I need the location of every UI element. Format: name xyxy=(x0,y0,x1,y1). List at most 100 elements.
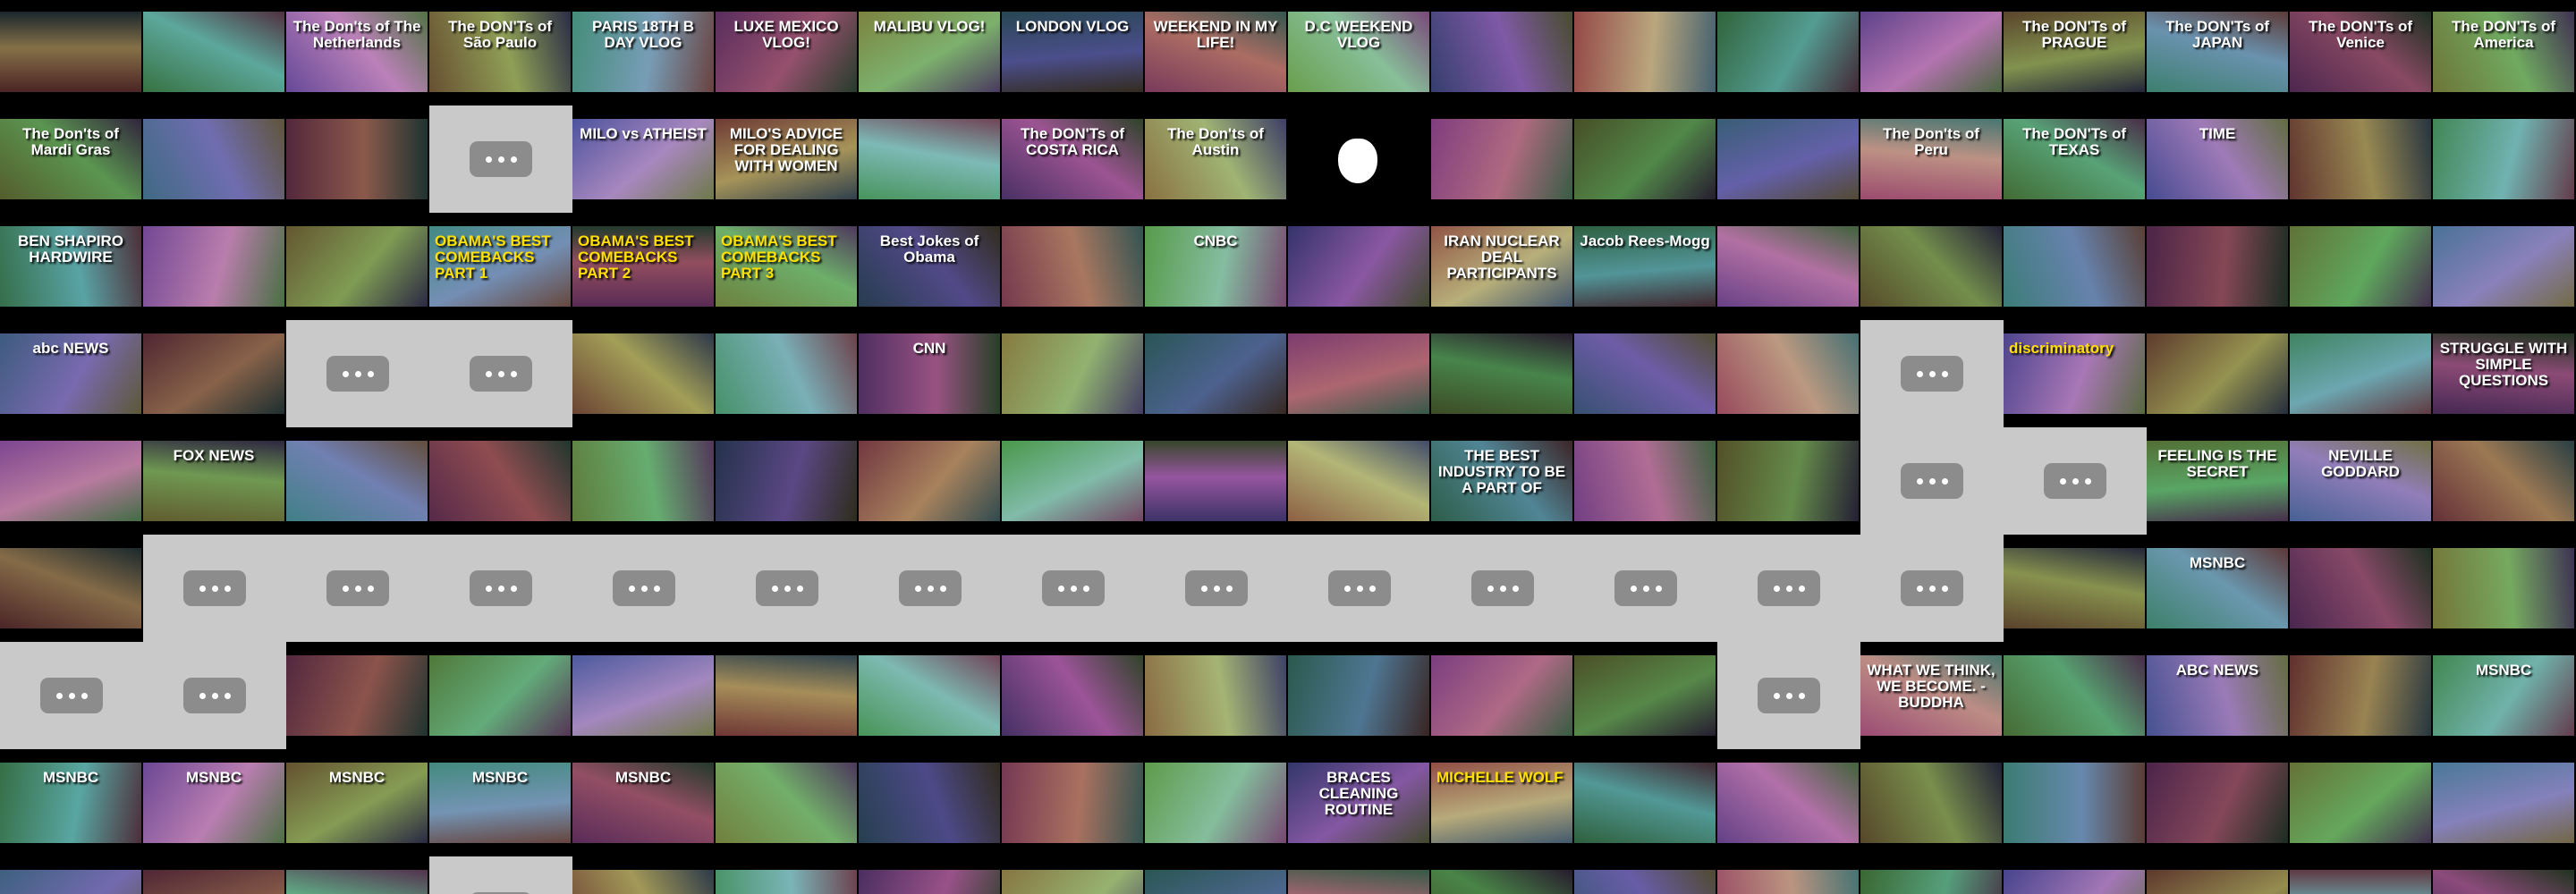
video-thumbnail[interactable] xyxy=(572,870,714,894)
video-thumbnail[interactable] xyxy=(2433,226,2574,307)
video-thumbnail[interactable] xyxy=(1717,226,1859,307)
video-thumbnail[interactable] xyxy=(2433,548,2574,628)
video-thumbnail[interactable]: OBAMA'S BEST COMEBACKS PART 3 xyxy=(716,226,857,307)
video-thumbnail[interactable] xyxy=(1860,12,2002,92)
video-thumbnail[interactable] xyxy=(0,548,141,628)
video-thumbnail[interactable] xyxy=(1431,119,1572,199)
video-thumbnail[interactable] xyxy=(143,12,284,92)
video-thumbnail[interactable]: MSNBC xyxy=(429,763,571,843)
loading-thumbnail[interactable] xyxy=(1431,535,1574,642)
video-thumbnail[interactable] xyxy=(1002,333,1143,414)
video-thumbnail[interactable] xyxy=(859,870,1000,894)
video-thumbnail[interactable] xyxy=(1288,870,1429,894)
video-thumbnail[interactable] xyxy=(1574,119,1716,199)
video-thumbnail[interactable]: abc NEWS xyxy=(0,333,141,414)
video-thumbnail[interactable] xyxy=(1288,333,1429,414)
video-thumbnail[interactable] xyxy=(2004,655,2145,736)
video-thumbnail[interactable] xyxy=(2290,119,2431,199)
video-thumbnail[interactable] xyxy=(2147,870,2288,894)
video-thumbnail[interactable]: The DON'Ts of TEXAS xyxy=(2004,119,2145,199)
video-thumbnail[interactable]: LONDON VLOG xyxy=(1002,12,1143,92)
video-thumbnail[interactable]: WHAT WE THINK, WE BECOME. -BUDDHA xyxy=(1860,655,2002,736)
loading-thumbnail[interactable] xyxy=(1574,535,1717,642)
video-thumbnail[interactable] xyxy=(2004,870,2145,894)
video-thumbnail[interactable]: MALIBU VLOG! xyxy=(859,12,1000,92)
video-thumbnail[interactable] xyxy=(716,870,857,894)
video-thumbnail[interactable] xyxy=(716,441,857,521)
video-thumbnail[interactable] xyxy=(143,226,284,307)
video-thumbnail[interactable] xyxy=(716,333,857,414)
video-thumbnail[interactable] xyxy=(1002,870,1143,894)
video-thumbnail[interactable] xyxy=(1574,655,1716,736)
video-thumbnail[interactable] xyxy=(1145,441,1286,521)
video-thumbnail[interactable] xyxy=(1002,441,1143,521)
video-thumbnail[interactable] xyxy=(143,119,284,199)
video-thumbnail[interactable]: MSNBC xyxy=(286,763,428,843)
video-thumbnail[interactable] xyxy=(859,763,1000,843)
video-thumbnail[interactable] xyxy=(1717,763,1859,843)
video-thumbnail[interactable] xyxy=(1145,763,1286,843)
video-thumbnail[interactable]: MILO'S ADVICE FOR DEALING WITH WOMEN xyxy=(716,119,857,199)
loading-thumbnail[interactable] xyxy=(1002,535,1145,642)
video-thumbnail[interactable]: BEN SHAPIRO HARDWIRE xyxy=(0,226,141,307)
loading-thumbnail[interactable] xyxy=(429,320,572,427)
video-thumbnail[interactable] xyxy=(1574,333,1716,414)
video-thumbnail[interactable] xyxy=(1288,119,1429,199)
video-thumbnail[interactable] xyxy=(572,655,714,736)
video-thumbnail[interactable]: MSNBC xyxy=(143,763,284,843)
video-thumbnail[interactable] xyxy=(2004,763,2145,843)
video-thumbnail[interactable]: TIME xyxy=(2147,119,2288,199)
video-thumbnail[interactable] xyxy=(429,441,571,521)
loading-thumbnail[interactable] xyxy=(1145,535,1288,642)
loading-thumbnail[interactable] xyxy=(1860,320,2004,427)
video-thumbnail[interactable] xyxy=(1288,226,1429,307)
video-thumbnail[interactable] xyxy=(0,441,141,521)
video-thumbnail[interactable]: discriminatory xyxy=(2004,333,2145,414)
video-thumbnail[interactable]: The Don'ts of Austin xyxy=(1145,119,1286,199)
video-thumbnail[interactable] xyxy=(2290,870,2431,894)
video-thumbnail[interactable] xyxy=(1717,119,1859,199)
video-thumbnail[interactable] xyxy=(1431,12,1572,92)
video-thumbnail[interactable]: FOX NEWS xyxy=(143,441,284,521)
video-thumbnail[interactable] xyxy=(2004,226,2145,307)
video-thumbnail[interactable]: WEEKEND IN MY LIFE! xyxy=(1145,12,1286,92)
video-thumbnail[interactable] xyxy=(1717,12,1859,92)
video-thumbnail[interactable]: OBAMA'S BEST COMEBACKS PART 1 xyxy=(429,226,571,307)
video-thumbnail[interactable] xyxy=(1574,441,1716,521)
video-thumbnail[interactable] xyxy=(2004,548,2145,628)
video-thumbnail[interactable] xyxy=(1431,870,1572,894)
loading-thumbnail[interactable] xyxy=(572,535,716,642)
video-thumbnail[interactable] xyxy=(286,655,428,736)
video-thumbnail[interactable]: ABC NEWS xyxy=(2147,655,2288,736)
video-thumbnail[interactable] xyxy=(2147,333,2288,414)
loading-thumbnail[interactable] xyxy=(429,535,572,642)
video-thumbnail[interactable] xyxy=(2433,870,2574,894)
video-thumbnail[interactable] xyxy=(2290,333,2431,414)
video-thumbnail[interactable] xyxy=(143,870,284,894)
loading-thumbnail[interactable] xyxy=(0,642,143,749)
video-thumbnail[interactable]: The DON'Ts of America xyxy=(2433,12,2574,92)
loading-thumbnail[interactable] xyxy=(1288,535,1431,642)
video-thumbnail[interactable] xyxy=(2290,763,2431,843)
video-thumbnail[interactable] xyxy=(1431,655,1572,736)
video-thumbnail[interactable] xyxy=(0,870,141,894)
video-thumbnail[interactable] xyxy=(0,12,141,92)
video-thumbnail[interactable] xyxy=(286,870,428,894)
video-thumbnail[interactable] xyxy=(1860,226,2002,307)
video-thumbnail[interactable] xyxy=(1574,12,1716,92)
loading-thumbnail[interactable] xyxy=(859,535,1002,642)
video-thumbnail[interactable]: LUXE MEXICO VLOG! xyxy=(716,12,857,92)
video-thumbnail[interactable] xyxy=(2433,763,2574,843)
loading-thumbnail[interactable] xyxy=(1860,427,2004,535)
video-thumbnail[interactable] xyxy=(2290,226,2431,307)
loading-thumbnail[interactable] xyxy=(1717,535,1860,642)
video-thumbnail[interactable]: STRUGGLE WITH SIMPLE QUESTIONS xyxy=(2433,333,2574,414)
video-thumbnail[interactable]: The DON'Ts of Venice xyxy=(2290,12,2431,92)
video-thumbnail[interactable] xyxy=(286,119,428,199)
video-thumbnail[interactable] xyxy=(1002,226,1143,307)
loading-thumbnail[interactable] xyxy=(286,320,429,427)
video-thumbnail[interactable] xyxy=(1574,763,1716,843)
video-thumbnail[interactable]: The DON'Ts of São Paulo xyxy=(429,12,571,92)
video-thumbnail[interactable] xyxy=(286,226,428,307)
video-thumbnail[interactable]: The Don'ts of Mardi Gras xyxy=(0,119,141,199)
